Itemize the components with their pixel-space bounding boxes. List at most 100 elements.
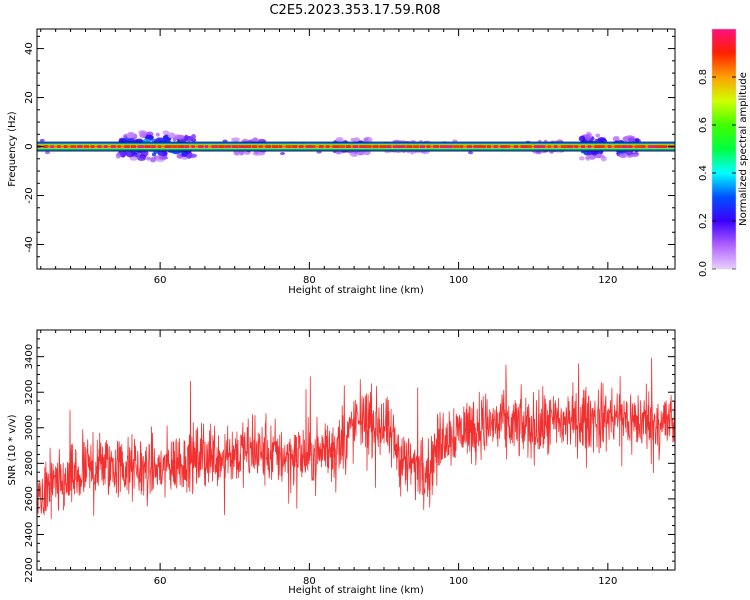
spectrogram-panel: 60 80 100 120 -40 -20 0 20 40 Height of straight… (7, 28, 676, 296)
spectral-cell (630, 153, 639, 157)
baseline-peak (332, 145, 340, 148)
baseline-peak (43, 145, 48, 148)
baseline-peak (104, 145, 108, 148)
baseline-peak (480, 145, 486, 148)
snr-marks (36, 357, 676, 520)
baseline-peak (614, 145, 621, 148)
colorbar-gradient (712, 29, 736, 269)
baseline-peak (137, 145, 144, 148)
baseline-peak (312, 145, 316, 148)
colorbar-tick-label: 0.0 (698, 261, 709, 277)
snr-x-tick-label: 120 (598, 576, 617, 587)
baseline-peak (157, 145, 162, 148)
spectral-cell (452, 139, 458, 143)
baseline-peak (527, 145, 532, 148)
baseline-peak (379, 145, 386, 148)
spectral-cell (613, 136, 620, 140)
spectral-cell (181, 156, 188, 160)
baseline-peak (507, 145, 511, 148)
baseline-peak (426, 145, 431, 148)
page-title: C2E5.2023.353.17.59.R08 (269, 3, 440, 18)
spectral-cell (115, 152, 121, 159)
spectrogram-y-tick-label: -40 (24, 236, 35, 252)
spectral-cell (151, 152, 157, 157)
spectral-cell (350, 137, 357, 142)
spectrogram-x-tick-label: 80 (303, 275, 316, 286)
baseline-peak (225, 145, 231, 148)
spectral-cell (578, 135, 586, 142)
baseline-peak (319, 145, 324, 148)
baseline-peak (339, 145, 345, 148)
baseline-peak (117, 145, 121, 148)
baseline-peak (265, 145, 271, 148)
spectral-cell (176, 134, 186, 140)
baseline-peak (110, 145, 116, 148)
snr-panel: 60 80 100 120 2200 2400 2600 2800 3000 3200 3400 H… (7, 329, 676, 596)
baseline-peak (84, 145, 90, 148)
spectral-cell (595, 133, 601, 138)
baseline-peak (77, 145, 83, 148)
baseline-peak (70, 145, 76, 148)
snr-axes: 60 80 100 120 2200 2400 2600 2800 3000 3200 3400 (24, 329, 675, 587)
baseline-peak (627, 145, 633, 148)
baseline-peak (151, 145, 156, 148)
baseline-peak (533, 145, 541, 148)
baseline-peak (446, 145, 453, 148)
baseline-peak (439, 145, 447, 148)
baseline-peak (285, 145, 292, 148)
baseline-peak (178, 145, 185, 148)
spectrogram-x-label: Height of straight line (km) (288, 285, 424, 296)
baseline-peak (124, 145, 130, 148)
spectral-cell (128, 131, 136, 139)
spectral-cell (279, 152, 285, 156)
baseline-peak (278, 145, 283, 148)
baseline-peak (218, 145, 225, 148)
baseline-peak (648, 145, 655, 148)
snr-series-line (36, 357, 676, 520)
baseline-peak (164, 145, 172, 148)
snr-frame (36, 329, 676, 571)
colorbar-tick-label: 0.4 (698, 165, 709, 181)
spectral-cell (121, 153, 126, 158)
baseline-peak (453, 145, 460, 148)
baseline-peak (50, 145, 54, 148)
spectrogram-x-tick-label: 120 (598, 275, 617, 286)
baseline-peak (641, 145, 646, 148)
spectral-cell (145, 156, 151, 161)
spectral-cell (595, 153, 602, 158)
baseline-peak (245, 145, 252, 148)
baseline-peak (473, 145, 481, 148)
baseline-peak (654, 145, 662, 148)
baseline-peak (567, 145, 574, 148)
baseline-peak (204, 145, 209, 148)
spectral-cell (137, 155, 146, 161)
baseline-peak (392, 145, 400, 148)
snr-y-label: SNR (10 * v/v) (7, 414, 18, 485)
baseline-peak (594, 145, 602, 148)
baseline-peak (500, 145, 508, 148)
baseline-peak (63, 145, 68, 148)
baseline-peak (345, 145, 351, 148)
baseline-peak (305, 145, 313, 148)
spectral-cell (39, 138, 45, 142)
baseline-peak (372, 145, 379, 148)
spectrogram-frame (36, 28, 676, 270)
snr-y-tick-label: 2600 (24, 486, 35, 511)
baseline-peak (493, 145, 498, 148)
spectrogram-y-tick-label: 0 (24, 143, 35, 149)
snr-y-tick-label: 3200 (24, 379, 35, 404)
baseline-peak (466, 145, 472, 148)
snr-y-tick-label: 2800 (24, 451, 35, 476)
snr-y-tick-label: 3000 (24, 415, 35, 440)
baseline-peak (90, 145, 95, 148)
baseline-peak (97, 145, 102, 148)
spectral-cell (129, 156, 138, 161)
spectral-cell (155, 132, 160, 137)
spectral-cell (149, 156, 157, 163)
baseline-peak (580, 145, 585, 148)
snr-x-tick-label: 100 (449, 576, 468, 587)
baseline-peak (634, 145, 642, 148)
baseline-peak (607, 145, 612, 148)
spectral-cell (256, 152, 266, 156)
